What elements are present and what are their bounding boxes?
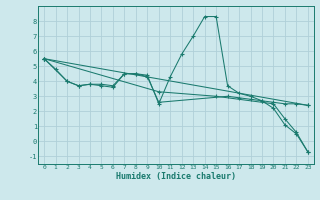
X-axis label: Humidex (Indice chaleur): Humidex (Indice chaleur) xyxy=(116,172,236,181)
